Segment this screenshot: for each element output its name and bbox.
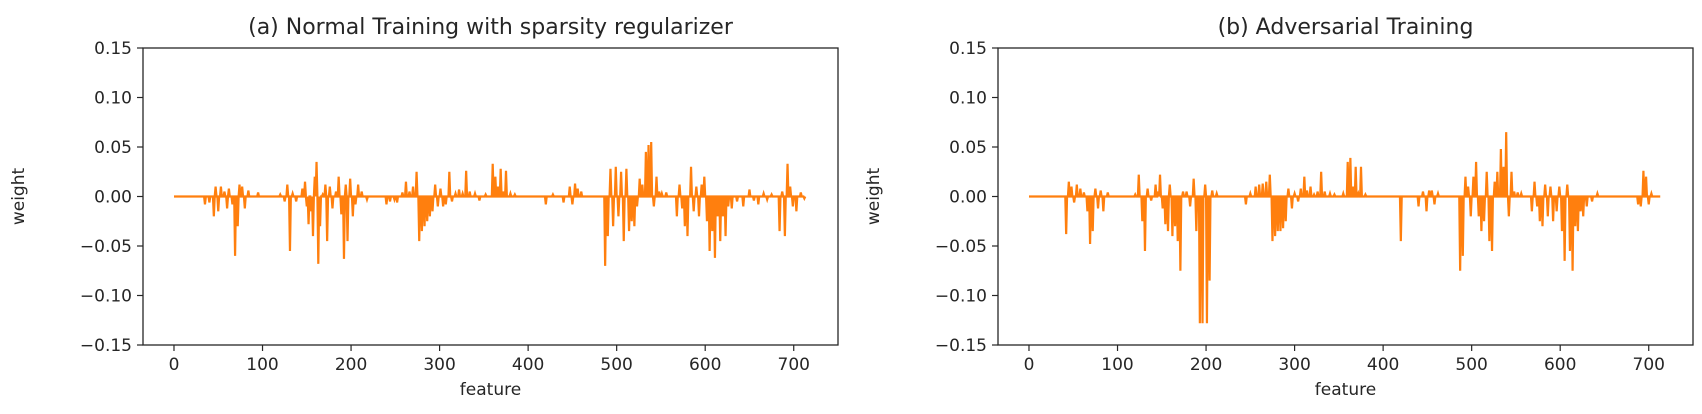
x-tick-label: 500: [600, 355, 632, 375]
x-tick-label: 700: [1633, 355, 1665, 375]
x-tick-label: 300: [423, 355, 455, 375]
x-tick-label: 400: [512, 355, 544, 375]
x-tick-label: 0: [169, 355, 180, 375]
x-tick-label: 0: [1024, 355, 1035, 375]
x-tick-label: 600: [689, 355, 721, 375]
y-axis-label: weight: [864, 168, 884, 226]
y-tick-label: 0.10: [94, 89, 132, 109]
x-tick-label: 500: [1455, 355, 1487, 375]
y-tick-label: 0.10: [949, 89, 987, 109]
y-tick-label: −0.15: [935, 336, 987, 356]
chart-title: (a) Normal Training with sparsity regula…: [248, 15, 734, 40]
y-tick-label: −0.05: [80, 237, 132, 257]
y-tick-label: 0.15: [94, 39, 132, 59]
x-tick-label: 400: [1367, 355, 1399, 375]
y-tick-label: −0.15: [80, 336, 132, 356]
y-tick-label: 0.00: [94, 188, 132, 208]
y-tick-label: −0.10: [935, 287, 987, 307]
x-tick-label: 700: [778, 355, 810, 375]
x-tick-label: 200: [1190, 355, 1222, 375]
y-tick-label: 0.05: [94, 138, 132, 158]
y-tick-label: −0.05: [935, 237, 987, 257]
y-tick-label: −0.10: [80, 287, 132, 307]
x-tick-label: 100: [246, 355, 278, 375]
weight-series-line: [173, 142, 807, 266]
chart-title: (b) Adversarial Training: [1218, 15, 1474, 40]
subplot-b: (b) Adversarial Training 0 100 200 300 400 500…: [864, 15, 1694, 400]
x-tick-label: 300: [1278, 355, 1310, 375]
y-tick-label: 0.00: [949, 188, 987, 208]
x-tick-label: 200: [335, 355, 367, 375]
x-axis-label: feature: [1315, 380, 1376, 400]
x-tick-label: 600: [1544, 355, 1576, 375]
subplot-a: (a) Normal Training with sparsity regula…: [9, 15, 839, 400]
weight-series-line: [1028, 132, 1661, 324]
y-tick-label: 0.05: [949, 138, 987, 158]
y-tick-label: 0.15: [949, 39, 987, 59]
x-tick-label: 100: [1101, 355, 1133, 375]
x-axis-label: feature: [460, 380, 521, 400]
y-axis-label: weight: [9, 168, 29, 226]
